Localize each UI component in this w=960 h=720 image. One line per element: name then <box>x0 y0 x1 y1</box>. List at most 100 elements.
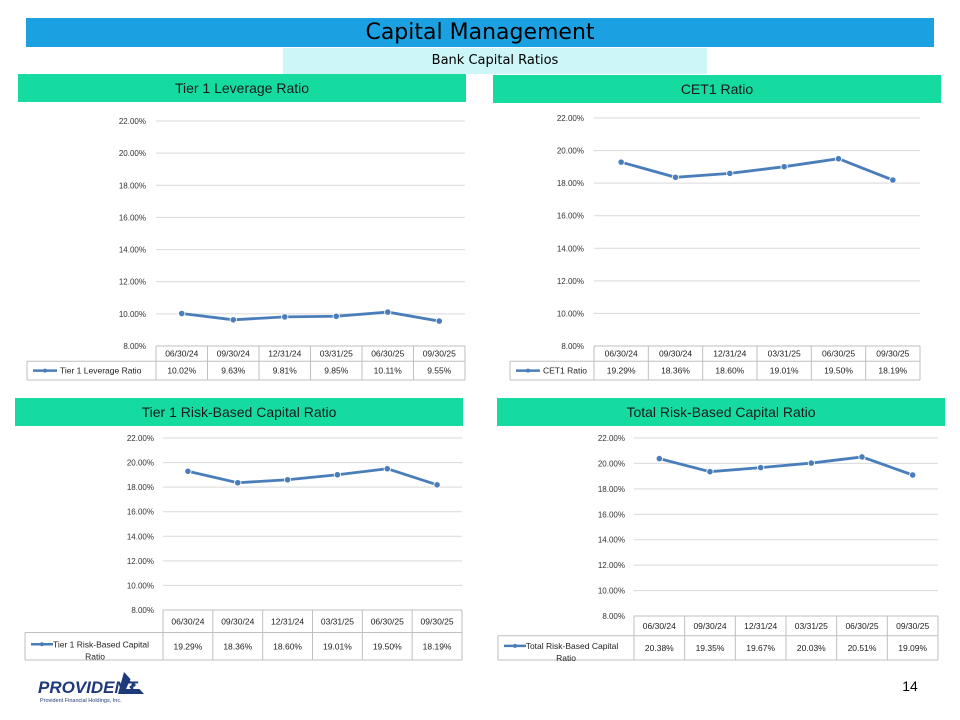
data-point <box>333 471 342 479</box>
data-label: 18.19% <box>423 641 452 651</box>
y-tick-label: 12.00% <box>127 557 154 566</box>
company-logo: PROVIDENT Provident Financial Holdings, … <box>36 668 156 708</box>
data-label: 19.29% <box>607 366 636 376</box>
logo-tagline: Provident Financial Holdings, Inc. <box>40 698 122 704</box>
data-point <box>909 471 917 479</box>
x-tick-label: 12/31/24 <box>744 621 777 631</box>
data-point <box>834 155 843 163</box>
x-tick-label: 12/31/24 <box>268 349 301 359</box>
y-tick-label: 22.00% <box>119 117 146 126</box>
data-label: 18.36% <box>661 366 690 376</box>
x-tick-label: 09/30/25 <box>896 621 929 631</box>
data-point <box>858 453 866 461</box>
data-point <box>184 467 192 475</box>
y-tick-label: 8.00% <box>602 612 625 621</box>
x-tick-label: 06/30/24 <box>171 616 204 626</box>
data-point <box>332 312 340 320</box>
data-label: 18.36% <box>223 641 252 651</box>
series-line <box>620 157 894 182</box>
chart-title-total-risk-based: Total Risk-Based Capital Ratio <box>497 398 945 426</box>
series-label: Ratio <box>556 653 576 663</box>
y-tick-label: 8.00% <box>561 342 584 351</box>
y-tick-label: 12.00% <box>598 561 625 570</box>
x-tick-label: 09/30/24 <box>693 621 726 631</box>
y-tick-label: 12.00% <box>557 277 584 286</box>
y-tick-label: 16.00% <box>119 213 146 222</box>
data-label: 18.60% <box>273 641 302 651</box>
data-label: 20.51% <box>848 643 877 653</box>
x-tick-label: 06/30/24 <box>165 349 198 359</box>
data-label: 19.35% <box>696 643 725 653</box>
y-tick-label: 14.00% <box>119 246 146 255</box>
data-point <box>229 316 237 324</box>
y-tick-label: 8.00% <box>131 606 154 615</box>
data-label: 19.50% <box>373 641 402 651</box>
y-tick-label: 14.00% <box>598 536 625 545</box>
data-label: 9.81% <box>273 366 298 376</box>
data-point <box>726 169 734 177</box>
data-point <box>706 468 714 476</box>
x-tick-label: 03/31/25 <box>768 349 801 359</box>
x-tick-label: 09/30/25 <box>421 616 454 626</box>
data-point <box>383 465 391 473</box>
data-point <box>617 158 625 166</box>
data-label: 19.01% <box>770 366 799 376</box>
x-tick-label: 06/30/24 <box>643 621 676 631</box>
y-tick-label: 8.00% <box>123 342 146 351</box>
x-tick-label: 09/30/24 <box>221 616 254 626</box>
x-tick-label: 06/30/25 <box>822 349 855 359</box>
legend-marker <box>40 642 44 647</box>
y-tick-label: 20.00% <box>598 459 625 468</box>
x-tick-label: 03/31/25 <box>321 616 354 626</box>
data-point <box>178 309 186 318</box>
y-tick-label: 20.00% <box>127 459 154 468</box>
legend-marker <box>43 368 47 373</box>
y-tick-label: 20.00% <box>557 147 584 156</box>
data-label: 20.38% <box>645 643 674 653</box>
data-label: 19.50% <box>824 366 853 376</box>
y-tick-label: 18.00% <box>598 485 625 494</box>
data-label: 19.29% <box>173 641 202 651</box>
data-label: 19.09% <box>898 643 927 653</box>
series-line <box>187 467 438 487</box>
data-point <box>807 459 815 467</box>
data-point <box>671 173 680 181</box>
y-tick-label: 22.00% <box>598 434 625 443</box>
data-label: 9.85% <box>324 366 349 376</box>
data-label: 9.63% <box>221 366 246 376</box>
y-tick-label: 10.00% <box>119 310 146 319</box>
x-tick-label: 09/30/25 <box>876 349 909 359</box>
x-tick-label: 06/30/24 <box>605 349 638 359</box>
series-label: Tier 1 Leverage Ratio <box>60 366 142 376</box>
logo-triangle-icon <box>118 672 144 694</box>
x-tick-label: 03/31/25 <box>795 621 828 631</box>
y-tick-label: 10.00% <box>598 587 625 596</box>
data-point <box>780 163 788 171</box>
x-tick-label: 06/30/25 <box>845 621 878 631</box>
y-tick-label: 10.00% <box>127 581 154 590</box>
logo-wordmark: PROVIDENT <box>38 678 139 697</box>
page-number: 14 <box>902 678 918 694</box>
y-tick-label: 22.00% <box>557 114 584 123</box>
data-point <box>889 176 897 184</box>
series-label: Total Risk-Based Capital <box>526 641 619 651</box>
data-label: 18.60% <box>715 366 744 376</box>
y-tick-label: 14.00% <box>127 532 154 541</box>
y-tick-label: 10.00% <box>557 309 584 318</box>
data-label: 18.19% <box>878 366 907 376</box>
series-line <box>658 455 914 477</box>
y-tick-label: 22.00% <box>127 434 154 443</box>
legend-marker <box>513 643 517 648</box>
data-label: 19.01% <box>323 641 352 651</box>
x-tick-label: 06/30/25 <box>371 349 404 359</box>
x-tick-label: 09/30/24 <box>659 349 692 359</box>
data-label: 9.55% <box>427 366 452 376</box>
x-tick-label: 06/30/25 <box>371 616 404 626</box>
data-point <box>384 308 392 316</box>
y-tick-label: 14.00% <box>557 244 584 253</box>
data-point <box>655 454 663 463</box>
y-tick-label: 12.00% <box>119 278 146 287</box>
legend-marker <box>526 368 530 373</box>
data-point <box>281 313 289 321</box>
